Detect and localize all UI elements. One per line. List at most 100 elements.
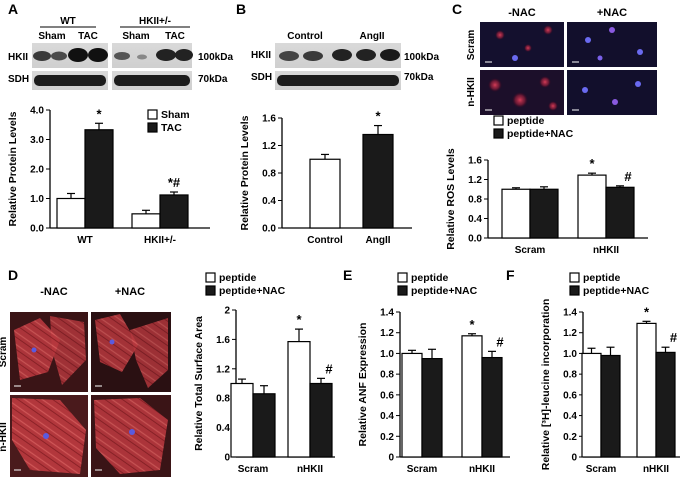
- bar: [362, 133, 394, 229]
- x-tick-label: nHKII: [297, 464, 323, 475]
- chart-c: 0.0 0.4 0.8 1.2 1.6 Relative ROS Levels Scram n…: [445, 115, 648, 256]
- micro-d-col-plus-nac: +NAC: [115, 286, 145, 298]
- bar: [230, 382, 254, 458]
- blot-b-size-100: 100kDa: [404, 52, 439, 63]
- legend-label: peptide+NAC: [583, 285, 650, 297]
- significance-label: #: [624, 169, 632, 184]
- x-tick-label: Control: [307, 235, 343, 246]
- legend-swatch: [205, 285, 216, 296]
- y-tick-label: 1.0: [563, 349, 577, 360]
- micro-d-col-minus-nac: -NAC: [40, 286, 68, 298]
- legend-swatch: [147, 109, 158, 120]
- micro-c-row-nhkii: n-HKII: [466, 77, 477, 107]
- bar: [636, 322, 657, 458]
- panel-letter-f: F: [506, 267, 515, 283]
- significance-label: #: [325, 361, 333, 376]
- y-tick-label: 0.8: [380, 370, 394, 381]
- blot-a-size-70: 70kDa: [198, 74, 228, 85]
- legend-label: TAC: [161, 122, 182, 134]
- blot-b-lane-control: Control: [287, 31, 323, 42]
- micro-d-row-scram: Scram: [0, 337, 9, 368]
- x-tick-label: HKII+/-: [144, 235, 176, 246]
- bar: [605, 186, 635, 239]
- legend-swatch: [493, 115, 504, 126]
- y-axis-label: Relative ANF Expression: [357, 323, 369, 447]
- legend-swatch: [493, 128, 504, 139]
- y-tick-label: 1.6: [468, 156, 482, 167]
- y-axis-label: Relative Total Surface Area: [193, 316, 205, 451]
- x-tick-label: Scram: [586, 464, 617, 475]
- y-tick-label: 0.6: [380, 390, 394, 401]
- y-tick-label: 0.2: [563, 432, 577, 443]
- significance-label: #: [670, 330, 678, 345]
- x-tick-label: nHKII: [469, 464, 495, 475]
- panel-letter-d: D: [8, 267, 18, 283]
- bar: [309, 382, 333, 458]
- y-tick-label: 1.6: [262, 114, 276, 125]
- bar: [501, 188, 531, 239]
- significance-label: *: [644, 304, 650, 319]
- x-tick-label: AngII: [366, 235, 391, 246]
- blot-a-lane-4: TAC: [165, 31, 185, 42]
- bar: [287, 341, 311, 458]
- bar: [56, 197, 86, 229]
- micro-c-col-plus-nac: +NAC: [597, 7, 627, 19]
- x-tick-label: nHKII: [593, 245, 619, 256]
- legend-label: peptide: [507, 115, 544, 127]
- y-axis-label: Relative [³H]-leucine incorporation: [540, 299, 552, 471]
- chart-e: 0 0.2 0.4 0.6 0.8 1.0 1.2 1.4 Relative ANF Expre…: [357, 272, 510, 475]
- bar: [401, 352, 423, 458]
- y-tick-label: 1.4: [380, 308, 394, 319]
- y-tick-label: 0.0: [262, 224, 276, 235]
- blot-b-lane-angii: AngII: [360, 31, 385, 42]
- micro-d-row-nhkii: n-HKII: [0, 422, 9, 452]
- blot-a-label-hkii: HKII: [8, 52, 28, 63]
- y-tick-label: 1.2: [262, 141, 276, 152]
- bar: [581, 352, 602, 458]
- panel-letter-e: E: [343, 267, 352, 283]
- panel-letter-a: A: [8, 1, 18, 17]
- blot-b-label-sdh: SDH: [251, 72, 272, 83]
- significance-label: #: [496, 334, 504, 349]
- significance-label: *: [469, 317, 475, 332]
- chart-a: 0.0 1.0 2.0 3.0 4.0 Relative Protein Levels WT…: [7, 106, 210, 246]
- x-tick-label: nHKII: [643, 464, 669, 475]
- y-tick-label: 0.8: [468, 195, 482, 206]
- blot-b-size-70: 70kDa: [404, 72, 434, 83]
- y-tick-label: 1.0: [30, 194, 44, 205]
- y-tick-label: 0.8: [563, 370, 577, 381]
- legend-label: peptide+NAC: [507, 128, 574, 140]
- bar: [309, 158, 341, 229]
- bar: [252, 393, 276, 458]
- y-tick-label: 0.4: [563, 411, 577, 422]
- blot-a-label-sdh: SDH: [8, 74, 29, 85]
- bar: [655, 351, 676, 458]
- legend-swatch: [147, 122, 158, 133]
- y-tick-label: 0: [571, 453, 577, 464]
- legend-swatch: [397, 272, 408, 283]
- legend-swatch: [569, 285, 580, 296]
- legend-label: Sham: [161, 109, 190, 121]
- blot-a-lane-2: TAC: [78, 31, 98, 42]
- bar: [529, 188, 559, 239]
- y-tick-label: 0.0: [30, 224, 44, 235]
- y-tick-label: 0.8: [262, 169, 276, 180]
- y-tick-label: 4.0: [30, 106, 44, 117]
- y-axis-label: Relative Protein Levels: [7, 111, 19, 226]
- y-tick-label: 1.2: [216, 364, 230, 375]
- y-tick-label: 0.6: [563, 390, 577, 401]
- y-tick-label: 0.0: [468, 234, 482, 245]
- y-tick-label: 1.0: [380, 349, 394, 360]
- micro-c-row-scram: Scram: [466, 30, 477, 61]
- bar: [461, 335, 483, 458]
- blot-a-lane-3: Sham: [122, 31, 149, 42]
- panel-letter-c: C: [452, 1, 462, 17]
- blot-a-size-100: 100kDa: [198, 52, 233, 63]
- y-tick-label: 0.4: [262, 196, 276, 207]
- y-tick-label: 1.2: [563, 328, 577, 339]
- y-axis-label: Relative ROS Levels: [445, 148, 457, 250]
- micro-c-nhkii-plus: [567, 70, 657, 115]
- legend-swatch: [569, 272, 580, 283]
- legend-label: peptide: [219, 272, 256, 284]
